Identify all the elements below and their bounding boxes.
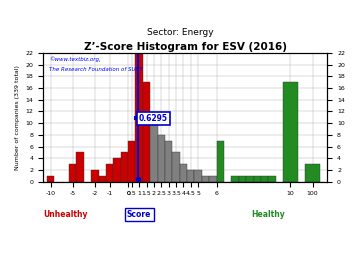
Text: Healthy: Healthy <box>251 210 285 219</box>
Bar <box>47 176 54 182</box>
Text: Score: Score <box>127 210 151 219</box>
Bar <box>239 176 246 182</box>
Bar <box>99 176 106 182</box>
Bar <box>69 164 76 182</box>
Text: Unhealthy: Unhealthy <box>43 210 87 219</box>
Bar <box>135 53 143 182</box>
Bar <box>305 164 320 182</box>
Text: Sector: Energy: Sector: Energy <box>147 28 213 37</box>
Text: 0.6295: 0.6295 <box>139 114 168 123</box>
Title: Z’-Score Histogram for ESV (2016): Z’-Score Histogram for ESV (2016) <box>84 42 287 52</box>
Bar <box>246 176 253 182</box>
Bar <box>253 176 261 182</box>
Bar <box>172 153 180 182</box>
Text: ©www.textbiz.org,: ©www.textbiz.org, <box>49 57 101 62</box>
Bar <box>128 141 135 182</box>
Bar <box>121 153 128 182</box>
Bar <box>113 158 121 182</box>
Text: The Research Foundation of SUNY: The Research Foundation of SUNY <box>49 67 143 72</box>
Bar <box>202 176 209 182</box>
Bar <box>283 82 298 182</box>
Y-axis label: Number of companies (339 total): Number of companies (339 total) <box>15 65 20 170</box>
Bar <box>158 135 165 182</box>
Bar <box>261 176 268 182</box>
Bar <box>143 82 150 182</box>
Bar <box>106 164 113 182</box>
Bar <box>194 170 202 182</box>
Bar <box>150 123 158 182</box>
Bar <box>91 170 99 182</box>
Bar <box>165 141 172 182</box>
Bar <box>180 164 187 182</box>
Bar <box>217 141 224 182</box>
Bar <box>209 176 217 182</box>
Bar <box>231 176 239 182</box>
Bar <box>76 153 84 182</box>
Bar <box>187 170 194 182</box>
Bar <box>268 176 276 182</box>
